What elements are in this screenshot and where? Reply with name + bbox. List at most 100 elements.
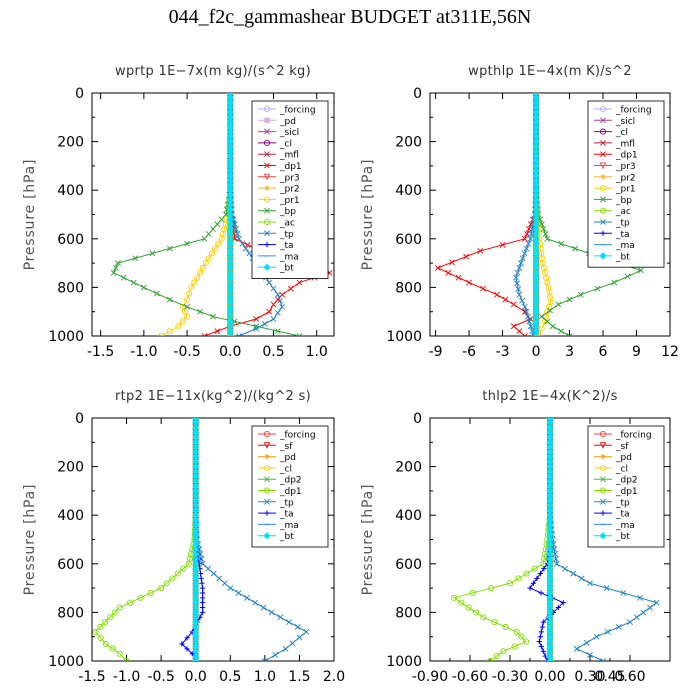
y-tick-label: 200 — [395, 135, 422, 151]
data-point — [516, 328, 523, 335]
data-point — [546, 608, 554, 616]
legend-label: _tp — [615, 219, 630, 229]
legend-label: _forcing — [279, 106, 316, 116]
data-point — [287, 285, 294, 292]
data-point — [226, 283, 234, 291]
data-point — [192, 579, 200, 587]
data-point — [633, 614, 640, 621]
legend-marker — [264, 454, 270, 460]
data-point — [166, 245, 173, 252]
data-point — [514, 280, 520, 287]
legend-marker — [599, 105, 607, 113]
legend-marker — [600, 454, 606, 460]
x-tick-label: 0.5 — [219, 669, 241, 685]
data-point — [192, 424, 200, 432]
legend-marker — [599, 464, 607, 471]
y-tick-label: 600 — [395, 557, 422, 573]
series-group — [450, 418, 660, 661]
y-tick-label: 600 — [395, 232, 422, 248]
data-point — [494, 291, 500, 298]
data-point — [296, 634, 303, 641]
data-point — [226, 240, 234, 248]
data-point — [532, 210, 540, 219]
data-point — [243, 594, 250, 601]
data-point — [531, 565, 539, 572]
data-point — [279, 303, 286, 310]
data-point — [174, 570, 181, 577]
y-tick-label: 600 — [57, 232, 84, 248]
data-point — [277, 614, 284, 621]
legend-label: _pr3 — [279, 173, 300, 183]
data-point — [231, 221, 238, 228]
data-point — [216, 575, 223, 582]
data-point — [546, 463, 554, 471]
y-axis-label: Pressure [hPa] — [22, 159, 38, 271]
x-tick-label: -1.5 — [87, 344, 114, 360]
data-point — [252, 599, 259, 606]
data-point — [192, 608, 200, 616]
data-point — [538, 325, 545, 332]
data-point — [192, 453, 200, 461]
data-point — [192, 657, 200, 661]
data-point — [226, 103, 234, 112]
data-point — [226, 94, 234, 102]
legend-label: _cl — [279, 464, 292, 474]
data-point — [455, 274, 462, 281]
data-point — [192, 550, 200, 558]
data-point — [260, 604, 267, 611]
data-point — [226, 230, 234, 238]
x-tick-label: 0.60 — [614, 669, 645, 685]
panel-3: rtp2 1E−11x(kg^2)/(kg^2 s) Pressure [hPa]… — [22, 389, 345, 685]
data-point — [239, 240, 246, 247]
data-point — [192, 458, 200, 466]
data-point — [523, 231, 530, 237]
legend-marker — [600, 117, 606, 124]
data-point — [458, 599, 465, 606]
data-point — [179, 303, 186, 310]
legend-label: _pr3 — [615, 162, 636, 172]
data-point — [226, 254, 234, 262]
data-point — [532, 157, 540, 165]
y-tick-label: 1000 — [386, 329, 422, 345]
data-point — [546, 506, 554, 514]
data-point — [522, 638, 530, 645]
data-point — [268, 609, 275, 616]
x-tick-label: 0.00 — [534, 669, 565, 685]
data-point — [208, 250, 215, 257]
legend-label: _ta — [279, 510, 294, 520]
data-point — [537, 634, 543, 640]
legend-marker — [263, 139, 271, 146]
data-point — [221, 580, 228, 587]
data-point — [544, 235, 551, 242]
legend-label: _tp — [279, 498, 294, 508]
data-point — [552, 551, 558, 557]
data-point — [179, 318, 186, 325]
data-point — [226, 162, 234, 170]
data-point — [226, 128, 234, 136]
data-point — [532, 235, 540, 243]
data-point — [546, 424, 554, 432]
data-point — [192, 516, 200, 524]
data-point — [546, 642, 554, 651]
data-point — [532, 244, 540, 253]
data-point — [518, 633, 525, 640]
data-point — [235, 590, 242, 596]
panel-4: thlp2 1E−4x(K^2)/s Pressure [hPa] 0 200 400 6… — [360, 389, 671, 685]
legend-label: _sicl — [279, 128, 299, 138]
data-point — [532, 94, 540, 102]
data-point — [521, 333, 528, 336]
y-tick-label: 600 — [57, 557, 84, 573]
data-point — [546, 628, 554, 636]
data-point — [525, 240, 532, 247]
data-point — [536, 638, 542, 645]
data-point — [594, 285, 601, 292]
data-point — [510, 323, 517, 330]
x-tick-label: -1.0 — [130, 344, 157, 360]
data-point — [226, 167, 234, 175]
data-point — [546, 574, 554, 582]
x-tick-label: -0.30 — [492, 669, 528, 685]
data-point — [188, 284, 195, 291]
x-tick-label: 2.0 — [323, 669, 345, 685]
data-point — [102, 640, 109, 648]
data-point — [192, 603, 200, 612]
